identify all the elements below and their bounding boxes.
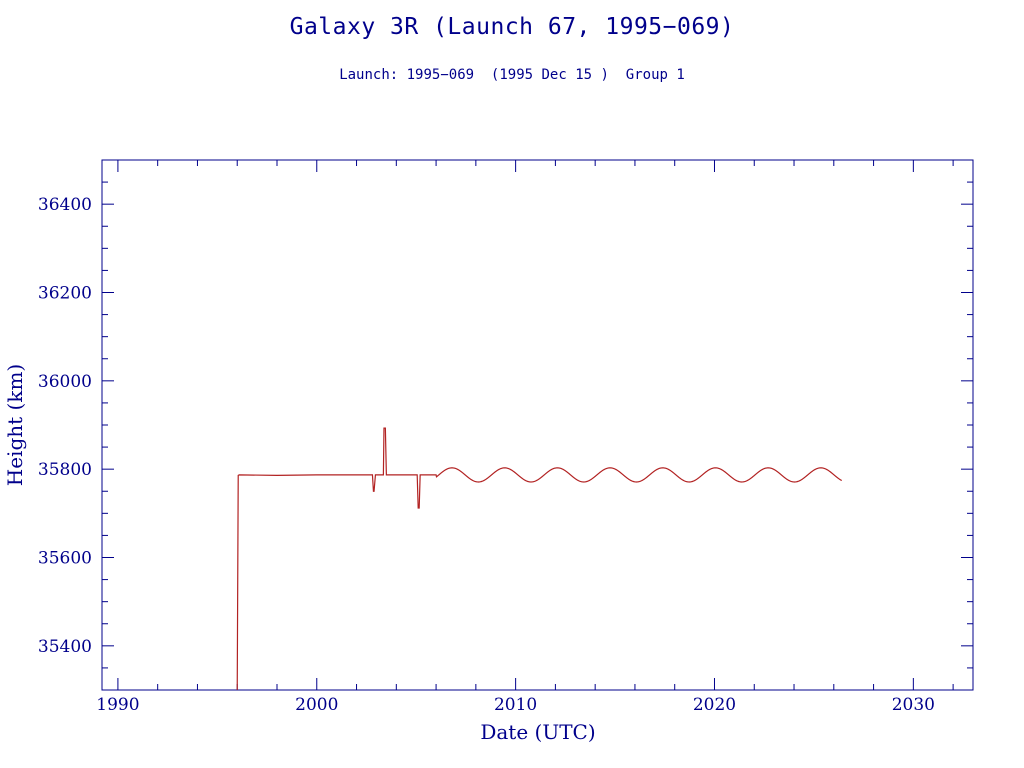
plot-frame xyxy=(101,159,974,691)
y-tick-label: 35600 xyxy=(38,549,92,569)
axis-ticks xyxy=(102,159,973,691)
y-tick-label: 36400 xyxy=(38,195,92,215)
x-axis-label: Date (UTC) xyxy=(480,720,595,744)
x-tick-label: 2010 xyxy=(494,695,537,715)
y-tick-label: 35800 xyxy=(38,460,92,480)
y-tick-label: 36200 xyxy=(38,284,92,304)
x-tick-label: 2030 xyxy=(892,695,935,715)
chart-title: Galaxy 3R (Launch 67, 1995−069) xyxy=(289,14,735,40)
series-group xyxy=(236,427,843,691)
y-tick-label: 36000 xyxy=(38,372,92,392)
y-tick-label: 35400 xyxy=(38,637,92,657)
x-tick-label: 1990 xyxy=(96,695,139,715)
x-tick-label: 2000 xyxy=(295,695,338,715)
x-tick-label: 2020 xyxy=(693,695,736,715)
y-axis-label: Height (km) xyxy=(3,364,27,486)
height-series-line xyxy=(236,427,843,691)
chart-subtitle: Launch: 1995−069 (1995 Dec 15 ) Group 1 xyxy=(339,67,685,83)
tick-labels: 1990 2000 2010 2020 2030 35400 35600 35800 36000… xyxy=(38,195,935,715)
